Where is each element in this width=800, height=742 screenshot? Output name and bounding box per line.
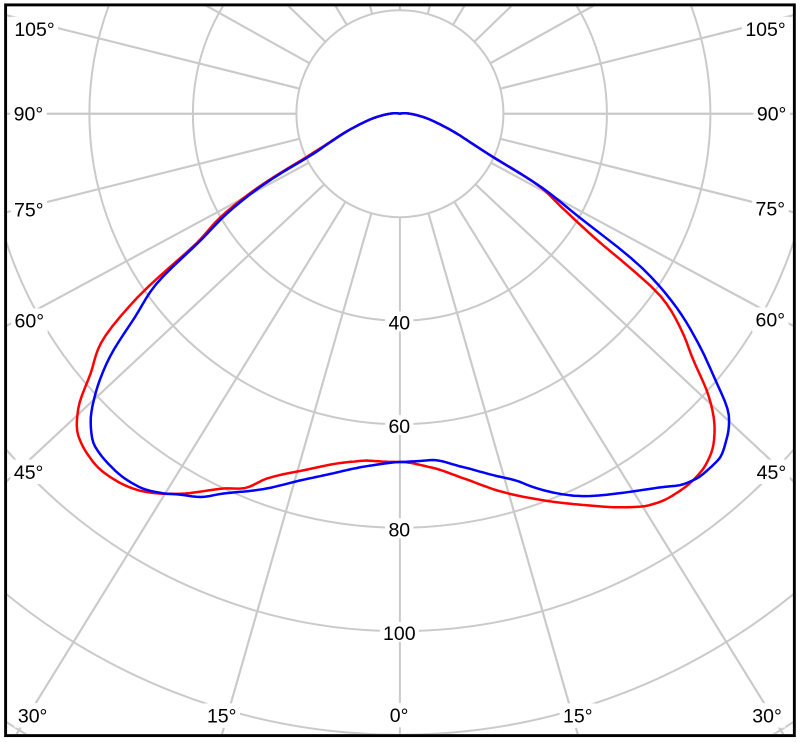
svg-text:105°: 105°: [14, 19, 54, 41]
svg-text:30°: 30°: [18, 705, 48, 727]
svg-text:75°: 75°: [14, 200, 44, 222]
svg-text:15°: 15°: [563, 706, 593, 728]
svg-text:0°: 0°: [390, 705, 409, 727]
svg-text:80: 80: [388, 520, 410, 542]
svg-text:105°: 105°: [745, 19, 785, 41]
svg-text:60°: 60°: [15, 311, 45, 333]
svg-text:90°: 90°: [14, 103, 44, 125]
svg-text:90°: 90°: [757, 103, 787, 125]
svg-text:45°: 45°: [14, 462, 44, 484]
svg-text:15°: 15°: [207, 706, 237, 728]
svg-text:60°: 60°: [756, 310, 786, 332]
svg-text:40: 40: [388, 313, 410, 335]
svg-text:45°: 45°: [757, 462, 787, 484]
svg-text:100: 100: [383, 623, 416, 645]
svg-text:60: 60: [388, 416, 410, 438]
svg-text:30°: 30°: [752, 705, 782, 727]
svg-text:75°: 75°: [756, 199, 786, 221]
